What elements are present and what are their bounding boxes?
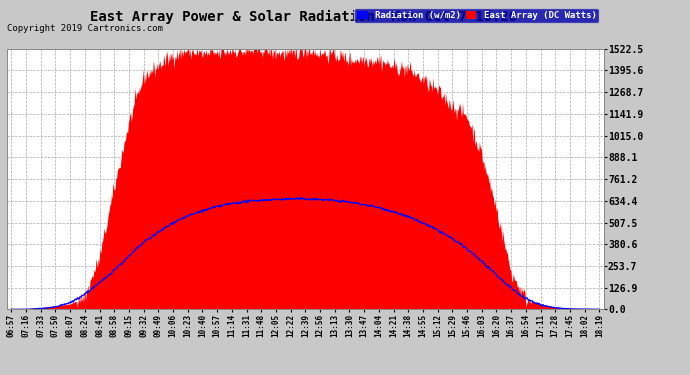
- Legend: Radiation (w/m2), East Array (DC Watts): Radiation (w/m2), East Array (DC Watts): [355, 8, 599, 22]
- Text: Copyright 2019 Cartronics.com: Copyright 2019 Cartronics.com: [7, 24, 163, 33]
- Text: East Array Power & Solar Radiation  Mon Oct 7 18:26: East Array Power & Solar Radiation Mon O…: [90, 9, 518, 24]
